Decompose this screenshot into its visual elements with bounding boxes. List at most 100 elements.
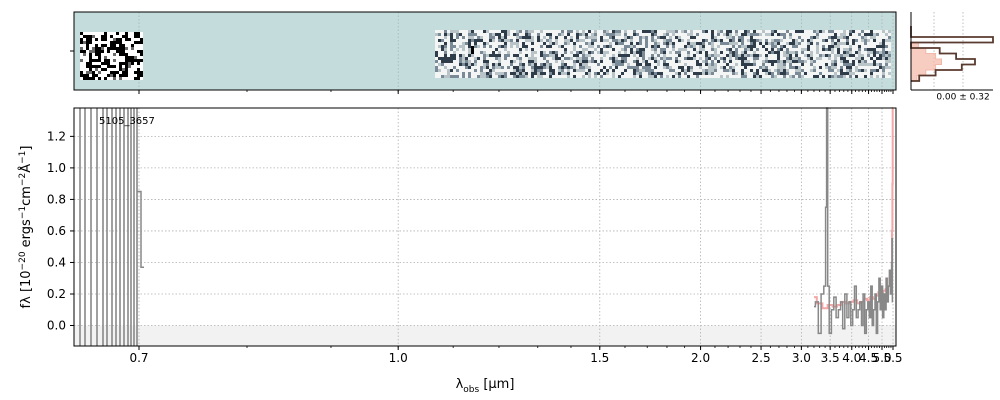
image-pixel xyxy=(507,66,510,69)
image-pixel xyxy=(453,39,456,42)
image-pixel xyxy=(879,36,882,39)
image-pixel xyxy=(786,63,789,66)
image-pixel xyxy=(480,30,483,33)
image-pixel xyxy=(780,51,783,54)
image-pixel xyxy=(699,54,702,57)
image-pixel xyxy=(717,69,720,72)
image-pixel xyxy=(840,63,843,66)
image-pixel xyxy=(462,42,465,45)
image-pixel xyxy=(846,57,849,60)
image-pixel xyxy=(507,36,510,39)
image-pixel xyxy=(708,63,711,66)
image-pixel xyxy=(642,42,645,45)
image-pixel xyxy=(528,36,531,39)
image-pixel xyxy=(648,69,651,72)
image-pixel xyxy=(699,36,702,39)
image-pixel xyxy=(435,33,438,36)
image-pixel xyxy=(501,60,504,63)
image-pixel xyxy=(86,65,89,68)
image-pixel xyxy=(828,63,831,66)
image-pixel xyxy=(450,60,453,63)
histogram-label: 0.00 ± 0.32 xyxy=(936,93,989,103)
image-pixel xyxy=(492,48,495,51)
image-pixel xyxy=(741,33,744,36)
image-pixel xyxy=(516,36,519,39)
image-pixel xyxy=(816,57,819,60)
image-pixel xyxy=(789,48,792,51)
image-pixel xyxy=(858,51,861,54)
image-pixel xyxy=(609,39,612,42)
image-pixel xyxy=(711,36,714,39)
image-pixel xyxy=(603,30,606,33)
image-pixel xyxy=(864,63,867,66)
image-pixel xyxy=(534,36,537,39)
image-pixel xyxy=(128,62,131,65)
image-pixel xyxy=(582,54,585,57)
y-tick-label: 1.2 xyxy=(47,129,66,143)
image-pixel xyxy=(110,77,113,80)
image-pixel xyxy=(594,54,597,57)
image-pixel xyxy=(480,42,483,45)
image-pixel xyxy=(534,72,537,75)
image-pixel xyxy=(438,63,441,66)
image-pixel xyxy=(882,39,885,42)
image-pixel xyxy=(125,62,128,65)
image-pixel xyxy=(870,30,873,33)
image-pixel xyxy=(444,72,447,75)
image-pixel xyxy=(639,69,642,72)
image-pixel xyxy=(804,42,807,45)
image-pixel xyxy=(882,66,885,69)
image-pixel xyxy=(603,54,606,57)
image-pixel xyxy=(783,69,786,72)
image-pixel xyxy=(783,72,786,75)
image-pixel xyxy=(666,42,669,45)
image-pixel xyxy=(474,75,477,78)
image-pixel xyxy=(723,45,726,48)
image-pixel xyxy=(119,35,122,38)
image-pixel xyxy=(858,54,861,57)
image-pixel xyxy=(131,47,134,50)
image-pixel xyxy=(107,38,110,41)
image-pixel xyxy=(582,69,585,72)
image-pixel xyxy=(870,33,873,36)
image-pixel xyxy=(477,36,480,39)
image-pixel xyxy=(846,33,849,36)
image-pixel xyxy=(95,53,98,56)
image-pixel xyxy=(663,60,666,63)
image-pixel xyxy=(852,45,855,48)
image-pixel xyxy=(702,45,705,48)
image-pixel xyxy=(651,45,654,48)
image-pixel xyxy=(489,45,492,48)
image-pixel xyxy=(98,56,101,59)
image-pixel xyxy=(678,60,681,63)
image-pixel xyxy=(792,45,795,48)
image-pixel xyxy=(570,36,573,39)
image-pixel xyxy=(861,48,864,51)
image-pixel xyxy=(846,60,849,63)
image-pixel xyxy=(810,54,813,57)
image-pixel xyxy=(516,39,519,42)
image-pixel xyxy=(786,48,789,51)
image-pixel xyxy=(564,57,567,60)
image-pixel xyxy=(753,57,756,60)
image-pixel xyxy=(137,47,140,50)
image-pixel xyxy=(468,42,471,45)
image-pixel xyxy=(104,53,107,56)
image-pixel xyxy=(783,36,786,39)
image-pixel xyxy=(876,48,879,51)
image-pixel xyxy=(888,66,891,69)
image-pixel xyxy=(717,66,720,69)
image-pixel xyxy=(723,36,726,39)
image-pixel xyxy=(113,56,116,59)
image-pixel xyxy=(113,71,116,74)
image-pixel xyxy=(546,72,549,75)
image-pixel xyxy=(879,45,882,48)
image-pixel xyxy=(729,48,732,51)
image-pixel xyxy=(756,36,759,39)
image-pixel xyxy=(594,57,597,60)
image-pixel xyxy=(801,42,804,45)
image-pixel xyxy=(792,66,795,69)
image-pixel xyxy=(720,42,723,45)
image-pixel xyxy=(543,51,546,54)
image-pixel xyxy=(852,30,855,33)
